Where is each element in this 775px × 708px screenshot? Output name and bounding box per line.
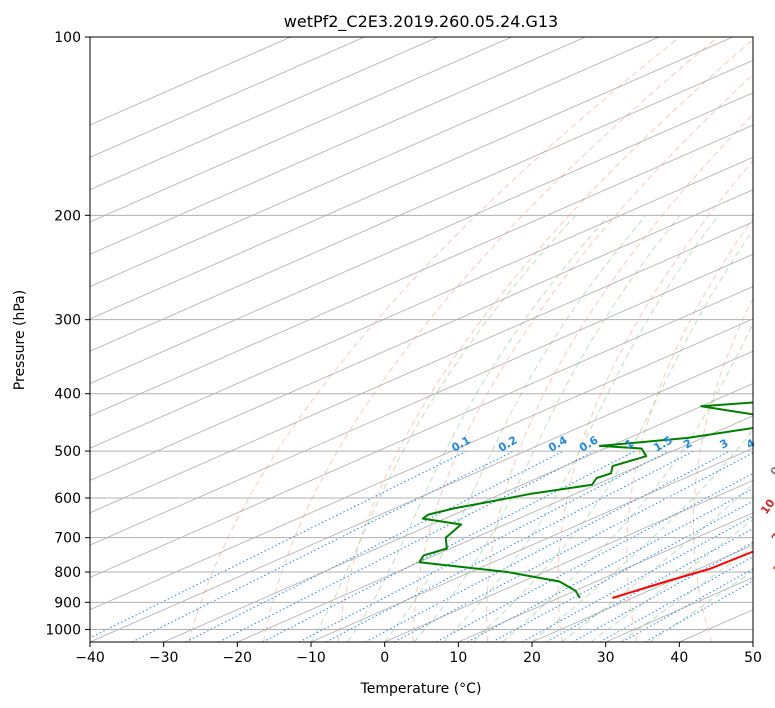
isotherm-label: 40: [774, 587, 775, 607]
isotherm-line: [90, 189, 753, 481]
y-tick-label: 300: [54, 313, 81, 329]
dry-adiabat-line: [263, 37, 719, 642]
y-tick-label: 1000: [45, 622, 81, 638]
dewpoint-series-line: [418, 401, 753, 599]
x-tick-label: 50: [744, 650, 762, 666]
x-tick-label: 20: [523, 650, 541, 666]
isotherm-line: [90, 92, 753, 384]
isotherm-label: 10: [758, 496, 775, 516]
mixing-ratio-line: [521, 515, 753, 642]
moist-adiabat-line: [413, 214, 681, 642]
isotherm-line: [90, 37, 733, 320]
moist-adiabat-line: [384, 214, 647, 642]
mixing-ratio-line: [393, 452, 753, 642]
mixing-ratio-line: [185, 450, 564, 642]
isotherm-line: [90, 253, 753, 546]
plot-frame: [89, 36, 754, 643]
background-lines: [90, 37, 753, 642]
mixing-ratio-line: [599, 556, 753, 642]
dry-adiabat-line: [557, 160, 753, 642]
chart-title: wetPf2_C2E3.2019.260.05.24.G13: [284, 12, 558, 32]
isotherm-label: 20: [769, 524, 775, 544]
x-axis-label: Temperature (°C): [360, 681, 482, 697]
y-axis: 100 200 300 400 500 600 700 800 900 1000: [45, 30, 90, 638]
isotherm-line: [90, 37, 439, 191]
profile-series: [418, 401, 753, 599]
mixing-ratio-line: [218, 450, 595, 642]
x-tick-label: 30: [597, 650, 615, 666]
dry-adiabat-line: [486, 113, 753, 642]
y-tick-label: 200: [54, 208, 81, 224]
isotherm-line: [90, 221, 753, 514]
moist-adiabat-line: [561, 483, 753, 642]
mixing-ratio-line: [492, 500, 753, 642]
x-axis: −40 −30 −20 −10 0 10 20 30 40 50: [75, 642, 762, 666]
isotherm-line: [237, 415, 753, 642]
x-tick-label: −20: [223, 650, 253, 666]
dry-adiabat-line: [188, 37, 680, 642]
mixing-ratio-line: [90, 450, 468, 639]
y-tick-label: 900: [54, 595, 81, 611]
isotherm-line: [90, 37, 512, 223]
mixing-ratio-line: [298, 450, 670, 642]
isotherm-line: [90, 59, 753, 352]
x-tick-label: 40: [670, 650, 688, 666]
x-tick-label: −30: [149, 650, 179, 666]
x-tick-label: −10: [296, 650, 326, 666]
mixing-ratio-line: [325, 450, 694, 642]
y-tick-label: 400: [54, 387, 81, 403]
moist-adiabat-line: [443, 214, 720, 642]
y-tick-label: 800: [54, 565, 81, 581]
dry-adiabat-line: [412, 73, 753, 642]
x-tick-label: 10: [449, 650, 467, 666]
mixing-ratio-line: [131, 450, 514, 642]
isotherm-line: [310, 447, 753, 642]
mixing-ratio-line: [572, 541, 753, 642]
moist-adiabat-line: [531, 429, 753, 642]
isotherm-line: [90, 37, 365, 158]
y-tick-label: 500: [54, 444, 81, 460]
isotherm-line: [90, 350, 753, 642]
moist-adiabat-line: [620, 546, 753, 642]
moist-adiabat-line: [310, 214, 577, 642]
y-tick-label: 100: [54, 30, 81, 46]
isotherm-label: 30: [771, 555, 775, 575]
y-tick-label: 700: [54, 531, 81, 547]
x-tick-label: −40: [75, 650, 105, 666]
x-tick-label: 0: [380, 650, 389, 666]
isotherm-line: [163, 383, 753, 642]
plot-background: [90, 37, 753, 642]
isotherm-line: [384, 480, 753, 642]
isotherm-label: 0: [768, 464, 775, 478]
pressure-gridlines: [90, 37, 753, 630]
dry-adiabat-line: [626, 217, 753, 642]
isotherm-line: [90, 286, 753, 578]
isotherm-line: [90, 37, 586, 255]
mixing-ratio-line: [546, 528, 753, 642]
dry-adiabat-line: [337, 38, 753, 642]
isotherm-line: [90, 156, 753, 449]
isotherm-line: [90, 124, 753, 417]
moist-adiabat-line: [649, 570, 753, 642]
y-axis-label: Pressure (hPa): [12, 290, 28, 390]
isotherm-line: [458, 512, 753, 642]
isotherm-line: [90, 37, 660, 288]
isotherm-line: [90, 318, 753, 611]
moist-adiabat-line: [472, 229, 753, 642]
y-tick-label: 600: [54, 491, 81, 507]
moist-adiabat-line: [590, 518, 753, 642]
